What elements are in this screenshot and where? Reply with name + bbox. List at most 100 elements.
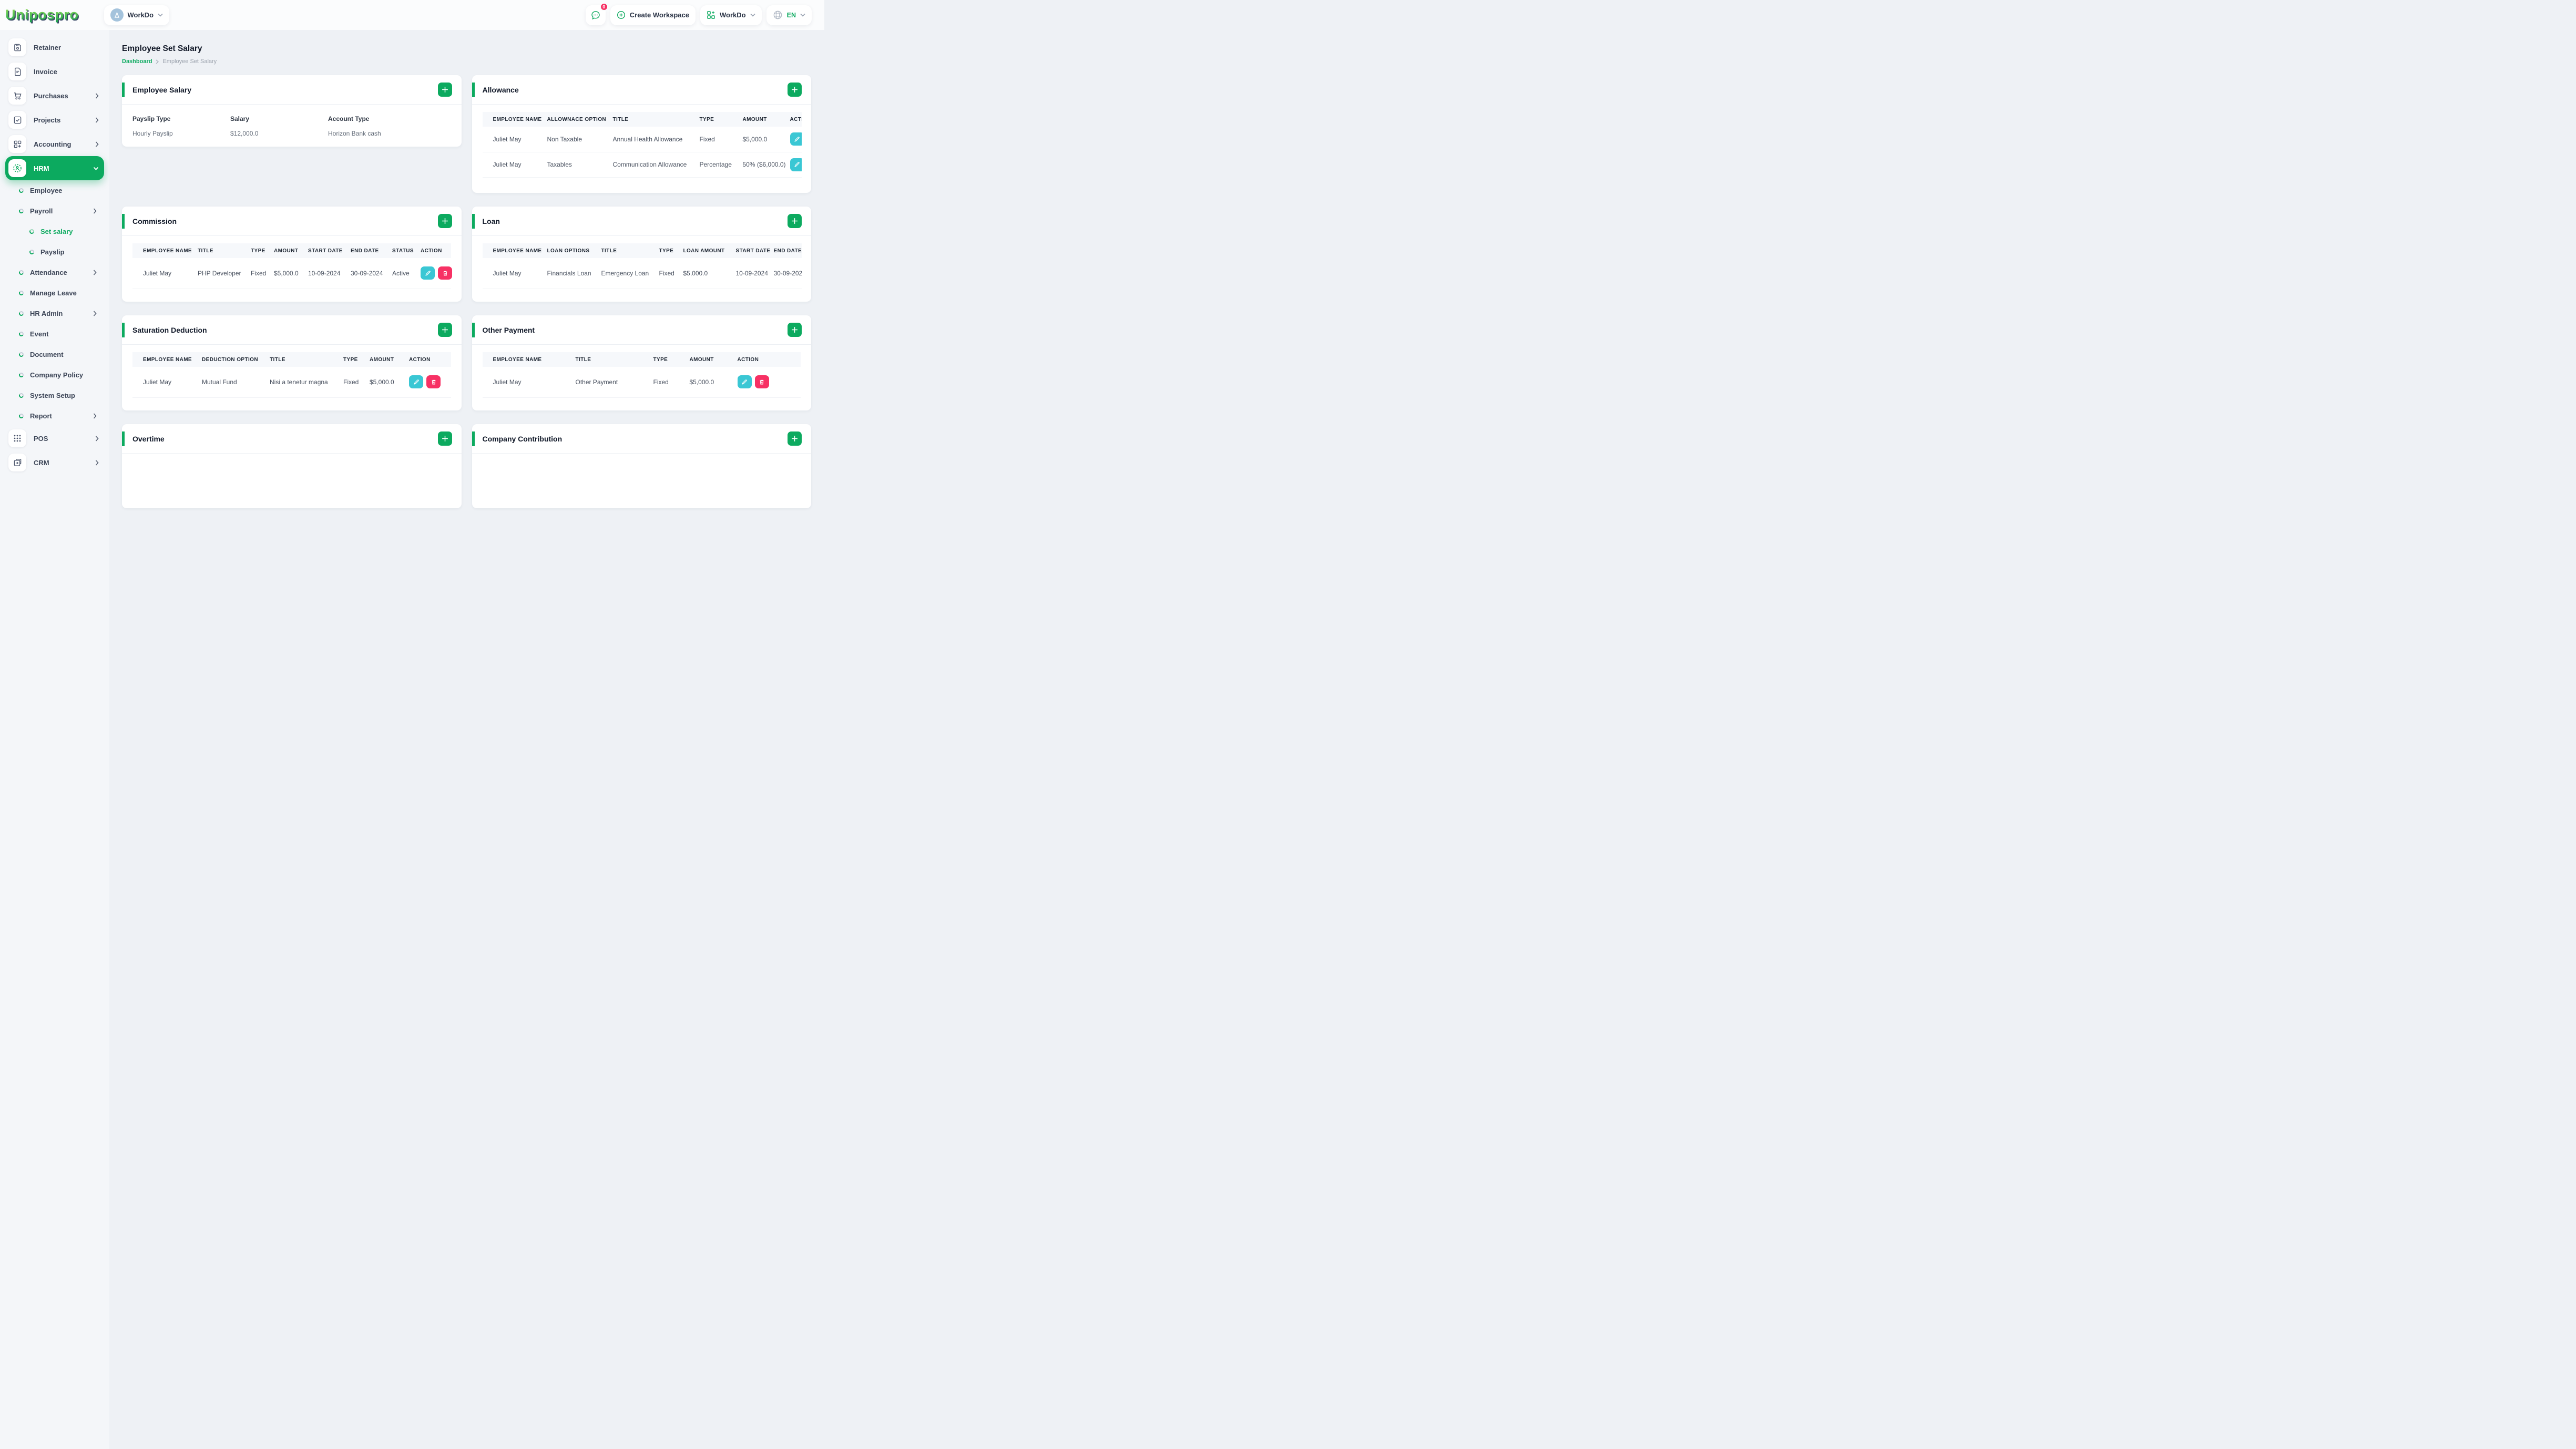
sidebar-item-hrm[interactable]: HRM — [5, 156, 104, 180]
sidebar-item-document[interactable]: Document — [6, 344, 103, 365]
delete-button[interactable] — [754, 375, 769, 389]
sidebar-item-payroll[interactable]: Payroll — [6, 201, 103, 221]
add-other-payment-button[interactable] — [788, 323, 802, 337]
app-logo[interactable]: Unipospro — [5, 7, 79, 23]
workspace-label: WorkDo — [127, 11, 154, 19]
column-header: AMOUNT — [370, 356, 394, 363]
delete-button[interactable] — [438, 266, 452, 280]
language-selector[interactable]: EN — [766, 5, 812, 25]
edit-button[interactable] — [790, 132, 802, 146]
sidebar-item-system-setup[interactable]: System Setup — [6, 385, 103, 406]
edit-button[interactable] — [421, 266, 435, 280]
bullet-icon — [18, 351, 25, 358]
column-header: ACTION — [790, 116, 802, 122]
commission-table-container: EMPLOYEE NAME TITLE TYPE AMOUNT START DA… — [132, 243, 452, 289]
table-header-row: EMPLOYEE NAME TITLE TYPE AMOUNT START DA… — [132, 243, 451, 258]
sidebar-item-purchases[interactable]: Purchases — [6, 84, 103, 108]
plus-icon — [442, 87, 448, 93]
edit-button[interactable] — [790, 158, 802, 171]
create-workspace-label: Create Workspace — [629, 11, 690, 19]
column-header: END DATE — [773, 248, 802, 254]
sidebar-item-report[interactable]: Report — [6, 406, 103, 426]
main-content: Employee Set Salary Dashboard Employee S… — [109, 30, 824, 508]
plus-icon — [792, 218, 798, 224]
other-payment-table-container: EMPLOYEE NAME TITLE TYPE AMOUNT ACTION J… — [482, 352, 802, 398]
card-title: Commission — [132, 217, 177, 225]
column-header: TYPE — [343, 356, 358, 363]
globe-icon — [773, 11, 782, 19]
chevron-right-icon — [93, 270, 97, 275]
field-label: Salary — [230, 115, 250, 122]
sidebar-item-projects[interactable]: Projects — [6, 108, 103, 132]
add-overtime-button[interactable] — [437, 431, 452, 446]
workdo-apps-dropdown[interactable]: WorkDo — [700, 5, 762, 25]
workspace-avatar-icon — [110, 8, 124, 22]
chevron-right-icon — [95, 117, 99, 123]
add-saturation-deduction-button[interactable] — [437, 323, 452, 337]
crm-icon — [8, 454, 26, 471]
sidebar-item-attendance[interactable]: Attendance — [6, 262, 103, 283]
topbar: Unipospro WorkDo 0 Create Workspace — [0, 0, 824, 30]
sidebar-item-pos[interactable]: POS — [6, 426, 103, 450]
breadcrumb-dashboard-link[interactable]: Dashboard — [122, 58, 152, 65]
plus-icon — [792, 436, 798, 441]
field-value: Hourly Payslip — [132, 130, 173, 137]
commission-table: EMPLOYEE NAME TITLE TYPE AMOUNT START DA… — [132, 243, 452, 289]
column-header: DEDUCTION OPTION — [202, 356, 258, 363]
allowance-table: EMPLOYEE NAME ALLOWNACE OPTION TITLE TYP… — [482, 112, 802, 178]
add-commission-button[interactable] — [437, 214, 452, 228]
add-company-contribution-button[interactable] — [788, 431, 802, 446]
loan-header: Loan — [472, 207, 811, 236]
sidebar-item-hr-admin[interactable]: HR Admin — [6, 303, 103, 324]
plus-circle-icon — [617, 11, 625, 19]
add-loan-button[interactable] — [788, 214, 802, 228]
chevron-down-icon — [158, 13, 163, 17]
bullet-icon — [18, 310, 25, 317]
edit-button[interactable] — [737, 375, 752, 389]
breadcrumb-current: Employee Set Salary — [162, 58, 217, 65]
overtime-header: Overtime — [122, 424, 462, 454]
sidebar-item-employee[interactable]: Employee — [6, 180, 103, 201]
edit-button[interactable] — [409, 375, 423, 389]
employee-salary-details: Payslip Type Hourly Payslip Salary $12,0… — [122, 105, 462, 137]
sidebar-item-payslip[interactable]: Payslip — [6, 242, 103, 262]
plus-icon — [442, 436, 448, 441]
messages-button[interactable]: 0 — [585, 2, 608, 25]
table-row: Juliet May PHP Developer Fixed $5,000.0 … — [132, 258, 452, 289]
table-row: Juliet May Taxables Communication Allowa… — [482, 151, 802, 177]
create-workspace-button[interactable]: Create Workspace — [610, 5, 696, 25]
sidebar-item-invoice[interactable]: Invoice — [6, 59, 103, 84]
delete-button[interactable] — [426, 375, 441, 389]
plus-icon — [442, 218, 448, 224]
breadcrumb: Dashboard Employee Set Salary — [122, 58, 811, 65]
column-header: END DATE — [351, 248, 379, 254]
trash-icon — [432, 379, 435, 385]
plus-icon — [792, 327, 798, 333]
table-row: Juliet May Mutual Fund Nisi a tenetur ma… — [132, 367, 451, 397]
sidebar-item-crm[interactable]: CRM — [6, 450, 103, 475]
chevron-right-icon — [95, 435, 99, 441]
allowance-header: Allowance — [472, 75, 811, 105]
table-row: Juliet May Financials Loan Emergency Loa… — [482, 258, 802, 289]
field-value: Horizon Bank cash — [328, 130, 381, 137]
column-header: START DATE — [735, 248, 771, 254]
chevron-down-icon — [93, 167, 99, 170]
add-employee-salary-button[interactable] — [437, 83, 452, 97]
sidebar-item-company-policy[interactable]: Company Policy — [6, 365, 103, 385]
add-allowance-button[interactable] — [788, 83, 802, 97]
chevron-down-icon — [800, 13, 805, 17]
bullet-icon — [28, 228, 35, 235]
plus-icon — [442, 327, 448, 333]
sidebar-item-set-salary[interactable]: Set salary — [6, 221, 103, 242]
column-header: EMPLOYEE NAME — [143, 356, 192, 363]
workspace-switcher[interactable]: WorkDo — [104, 5, 170, 25]
sidebar-item-event[interactable]: Event — [6, 324, 103, 344]
field-label: Payslip Type — [132, 115, 171, 122]
company-contribution-header: Company Contribution — [472, 424, 811, 454]
sidebar-item-accounting[interactable]: Accounting — [6, 132, 103, 156]
sidebar-item-manage-leave[interactable]: Manage Leave — [6, 283, 103, 303]
sidebar-item-retainer[interactable]: Retainer — [6, 35, 103, 59]
trash-icon — [443, 271, 447, 276]
loan-card: Loan EMPLOYEE NAME LOAN OPTIONS TITLE TY… — [472, 207, 811, 302]
commission-header: Commission — [122, 207, 462, 236]
